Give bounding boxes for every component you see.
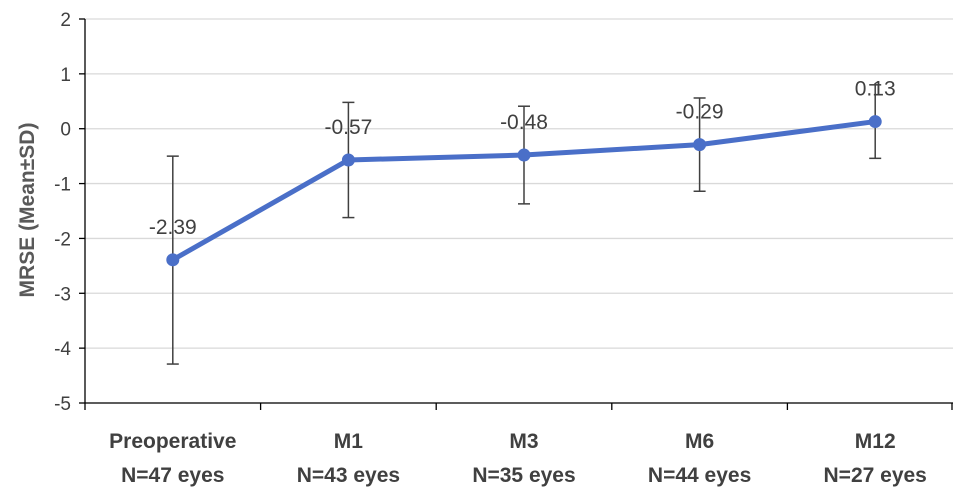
y-tick-label: -2 <box>54 229 71 250</box>
gridlines <box>85 18 953 404</box>
x-tick-label: M3 <box>509 430 538 453</box>
data-point <box>341 153 355 167</box>
series-plot: -2.39 -0.57 -0.48 -0.29 0.13 <box>149 78 896 365</box>
data-point <box>517 148 531 162</box>
data-label: -0.57 <box>324 116 372 139</box>
data-label: 0.13 <box>855 78 896 101</box>
x-tick-label: Preoperative <box>109 430 236 453</box>
data-label: -2.39 <box>149 216 197 239</box>
data-point <box>166 253 180 267</box>
x-tick-sublabel: N=44 eyes <box>648 464 751 487</box>
y-tick-label: -3 <box>54 284 71 305</box>
y-tick-label: -5 <box>54 394 71 415</box>
y-axis: 2 1 0 -1 -2 -3 -4 -5 <box>54 10 86 415</box>
data-point <box>868 115 882 129</box>
x-tick-label: M1 <box>334 430 363 453</box>
x-tick-sublabel: N=35 eyes <box>472 464 575 487</box>
y-tick-label: 1 <box>60 65 71 86</box>
y-axis-title: MRSE (Mean±SD) <box>16 123 39 298</box>
y-tick-label: -1 <box>54 175 71 196</box>
x-tick-label: M12 <box>855 430 896 453</box>
data-point <box>693 138 707 152</box>
x-tick-sublabel: N=47 eyes <box>121 464 224 487</box>
y-tick-label: -4 <box>54 339 71 360</box>
x-tick-label: M6 <box>685 430 714 453</box>
x-tick-sublabel: N=43 eyes <box>297 464 400 487</box>
y-tick-label: 2 <box>60 10 71 31</box>
x-axis: Preoperative N=47 eyes M1 N=43 eyes M3 N=35 e… <box>84 402 953 487</box>
y-tick-label: 0 <box>60 120 71 141</box>
data-label: -0.48 <box>500 111 548 134</box>
data-label: -0.29 <box>676 101 724 124</box>
x-tick-sublabel: N=27 eyes <box>824 464 927 487</box>
